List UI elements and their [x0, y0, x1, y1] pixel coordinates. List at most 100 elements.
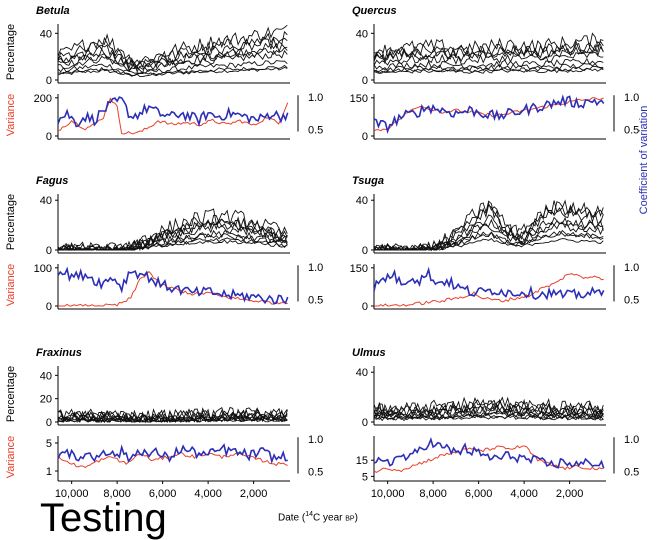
- percentage-series-line: [57, 66, 288, 78]
- percentage-y-tick-label: 0: [46, 417, 52, 429]
- percentage-y-tick-label: 40: [40, 195, 52, 207]
- variance-y-tick-label: 150: [350, 263, 368, 275]
- cv-y-tick-label: 1.0: [624, 92, 639, 104]
- percentage-y-tick-label: 40: [356, 195, 368, 207]
- percentage-series-line: [57, 42, 288, 70]
- variance-y-tick-label: 200: [34, 93, 52, 105]
- panel-title: Quercus: [352, 5, 397, 17]
- panel-title: Fagus: [36, 175, 68, 187]
- x-axis-title-sup: 14: [305, 511, 314, 518]
- variance-y-tick-label: 1: [46, 466, 52, 478]
- percentage-series-line: [373, 396, 604, 417]
- panel-tsuga: Tsuga 0 40 0 150 0.5 1.0: [350, 175, 640, 313]
- percentage-series-line: [373, 40, 604, 62]
- variance-y-tick-label: 15: [356, 455, 368, 467]
- cv-y-tick-label: 1.0: [624, 262, 639, 274]
- x-axis-title-prefix: Date (: [278, 512, 306, 524]
- cv-y-tick-label: 0.5: [308, 467, 323, 479]
- variance-axis-label: Variance: [5, 94, 17, 137]
- percentage-y-tick-label: 40: [356, 367, 368, 379]
- percentage-series-line: [57, 60, 288, 74]
- percentage-series-line: [374, 214, 604, 251]
- percentage-series-line: [373, 230, 604, 251]
- cv-y-tick-label: 0.5: [624, 125, 639, 137]
- percentage-axis-label: Percentage: [5, 194, 17, 250]
- percentage-series-line: [373, 399, 604, 419]
- x-tick-label: 10,000: [371, 488, 405, 500]
- percentage-series-line: [373, 32, 604, 59]
- cv-series-line: [373, 266, 605, 301]
- percentage-series-line: [57, 214, 288, 251]
- percentage-axis-label: Percentage: [5, 24, 17, 80]
- cv-y-tick-label: 1.0: [624, 434, 639, 446]
- variance-y-tick-label: 150: [350, 93, 368, 105]
- percentage-series-line: [373, 43, 604, 65]
- x-axis-title-small: BP: [345, 515, 355, 523]
- percentage-y-tick-label: 40: [356, 28, 368, 40]
- cv-series-line: [57, 443, 288, 465]
- variance-axis-label: Variance: [5, 264, 17, 307]
- percentage-series-line: [373, 67, 604, 74]
- x-axis-title-suffix: ): [354, 512, 358, 524]
- percentage-series-line: [57, 64, 288, 77]
- variance-y-tick-label: 100: [34, 263, 52, 275]
- cv-y-tick-label: 0.5: [624, 295, 639, 307]
- cv-y-tick-label: 0.5: [308, 295, 323, 307]
- percentage-series-line: [57, 24, 288, 67]
- percentage-series-line: [57, 208, 288, 252]
- cv-series-line: [57, 96, 289, 128]
- cv-series-line: [57, 266, 289, 305]
- x-tick-label: 8,000: [103, 488, 131, 500]
- percentage-series-line: [373, 229, 604, 251]
- x-tick-label: 6,000: [149, 488, 177, 500]
- cv-axis-label: Coefficient of variation: [638, 106, 650, 215]
- x-tick-label: 4,000: [194, 488, 222, 500]
- percentage-y-tick-label: 0: [46, 75, 52, 87]
- percentage-series-line: [373, 409, 604, 421]
- variance-y-tick-label: 0: [46, 301, 52, 313]
- x-tick-label: 2,000: [556, 488, 584, 500]
- percentage-y-tick-label: 0: [362, 245, 368, 257]
- percentage-series-line: [57, 229, 288, 251]
- percentage-y-tick-label: 0: [362, 75, 368, 87]
- x-tick-label: 8,000: [419, 488, 447, 500]
- x-axis-title: Date (14C year BP): [278, 511, 358, 523]
- panel-betula: Betula 0 40 0 200 0.5 1.0 Percentage Variance: [5, 5, 323, 143]
- percentage-series-line: [57, 47, 288, 73]
- cv-y-tick-label: 1.0: [308, 262, 323, 274]
- panel-title: Betula: [36, 5, 70, 17]
- panel-title: Tsuga: [352, 175, 384, 187]
- cv-y-tick-label: 1.0: [308, 434, 323, 446]
- variance-y-tick-label: 5: [46, 438, 52, 450]
- panel-ulmus: Ulmus 0 40 5 15 0.5 1.0 10,000 8,000 6,000 4,000 2,…: [352, 347, 639, 500]
- percentage-series-line: [373, 405, 604, 419]
- percentage-y-tick-label: 20: [40, 394, 52, 406]
- variance-series-line: [373, 445, 604, 473]
- percentage-series-line: [57, 36, 288, 69]
- panel-title: Ulmus: [352, 347, 386, 359]
- cv-y-tick-label: 1.0: [308, 92, 323, 104]
- percentage-series-line: [57, 406, 288, 424]
- percentage-y-tick-label: 40: [40, 28, 52, 40]
- panel-fraxinus: Fraxinus 0 20 40 1 5 0.5 1.0 Percentage Variance 1…: [5, 347, 323, 500]
- x-tick-label: 6,000: [465, 488, 493, 500]
- variance-y-tick-label: 0: [46, 131, 52, 143]
- percentage-series-line: [373, 398, 604, 419]
- percentage-series-line: [373, 65, 604, 74]
- percentage-series-line: [373, 57, 604, 70]
- caption-text: Testing: [40, 496, 167, 540]
- cv-y-tick-label: 0.5: [624, 467, 639, 479]
- percentage-axis-label: Percentage: [5, 366, 17, 422]
- panel-quercus: Quercus 0 40 0 150 0.5 1.0: [350, 5, 640, 143]
- percentage-series-line: [374, 218, 604, 251]
- cv-series-line: [373, 94, 605, 135]
- variance-y-tick-label: 0: [362, 301, 368, 313]
- percentage-series-line: [373, 199, 604, 252]
- cv-y-tick-label: 0.5: [308, 125, 323, 137]
- variance-series-line: [374, 273, 604, 307]
- cv-series-line: [373, 436, 605, 469]
- percentage-series-line: [57, 49, 288, 74]
- percentage-y-tick-label: 0: [362, 417, 368, 429]
- x-tick-label: 2,000: [240, 488, 268, 500]
